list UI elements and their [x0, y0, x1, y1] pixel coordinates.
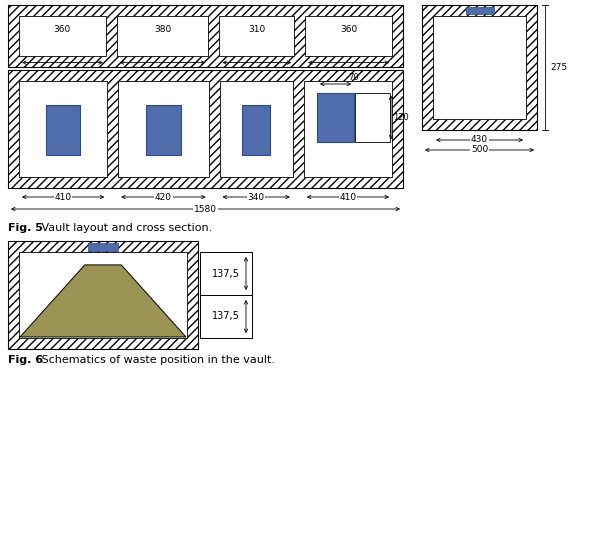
Text: 380: 380 — [154, 25, 171, 35]
Text: 430: 430 — [471, 136, 488, 145]
Bar — [200, 252, 252, 295]
Text: Fig. 6: Fig. 6 — [8, 355, 43, 365]
Text: Vault layout and cross section.: Vault layout and cross section. — [38, 223, 212, 233]
Text: 275: 275 — [550, 63, 567, 72]
Bar — [422, 5, 537, 130]
Bar — [19, 252, 187, 338]
Text: 360: 360 — [340, 25, 357, 35]
Bar — [220, 81, 293, 177]
Bar — [8, 70, 403, 188]
Bar — [305, 16, 392, 56]
Bar — [355, 93, 390, 143]
Bar — [433, 16, 526, 119]
Bar — [118, 81, 209, 177]
Text: 137,5: 137,5 — [212, 268, 240, 279]
Text: 1580: 1580 — [194, 204, 217, 214]
Bar — [46, 105, 80, 155]
Bar — [200, 295, 252, 338]
Text: Schematics of waste position in the vault.: Schematics of waste position in the vaul… — [38, 355, 275, 365]
Text: 120: 120 — [393, 113, 409, 122]
Text: 410: 410 — [339, 192, 356, 202]
Bar — [242, 105, 270, 155]
Text: 360: 360 — [54, 25, 71, 35]
Text: 410: 410 — [55, 192, 71, 202]
Bar — [304, 81, 392, 177]
Bar — [146, 105, 181, 155]
Bar — [117, 16, 208, 56]
Text: 500: 500 — [471, 145, 488, 154]
Text: 420: 420 — [155, 192, 172, 202]
Text: Fig. 5: Fig. 5 — [8, 223, 43, 233]
Bar — [19, 81, 107, 177]
Text: 70: 70 — [349, 73, 359, 82]
Bar — [8, 5, 403, 67]
Bar — [465, 7, 493, 14]
Bar — [8, 241, 198, 349]
Bar — [88, 243, 118, 251]
Text: 137,5: 137,5 — [212, 312, 240, 321]
Text: 310: 310 — [248, 25, 265, 35]
Bar — [317, 93, 354, 143]
Bar — [220, 16, 294, 56]
Text: 340: 340 — [248, 192, 265, 202]
Bar — [19, 16, 106, 56]
Polygon shape — [20, 265, 186, 337]
